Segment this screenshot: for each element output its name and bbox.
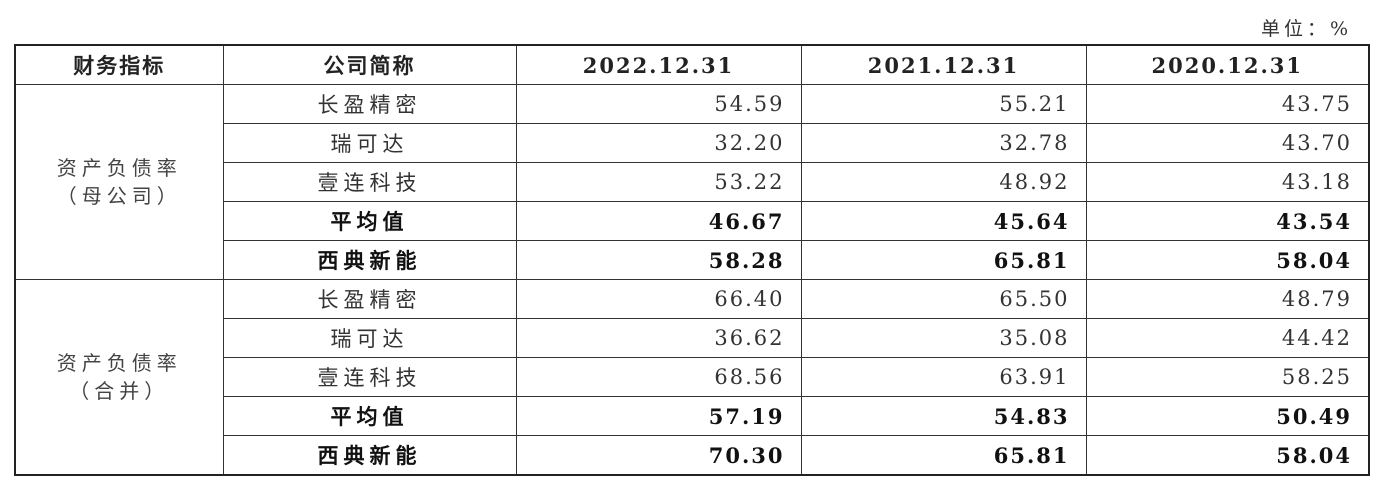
value-cell: 57.19 [515,396,802,436]
header-cell: 2021.12.31 [800,44,1087,85]
table-row: 平均值 57.19 54.83 50.49 [15,396,1370,436]
value-cell: 68.56 [515,357,802,397]
table-row: 资产负债率 （合并） 长盈精密 66.40 65.50 48.79 [14,279,1370,476]
value-cell: 43.70 [1085,123,1370,163]
group-label: 资产负债率 （母公司） [14,84,224,280]
company-name: 西典新能 [222,240,517,280]
company-name: 西典新能 [222,435,517,476]
group-label: 资产负债率 （合并） [14,279,224,476]
header-cell: 2020.12.31 [1085,44,1370,85]
value-cell: 58.25 [1085,357,1370,397]
group-label-line: 资产负债率 [56,156,182,180]
value-cell: 53.22 [515,162,802,202]
data-table: 财务指标 公司简称 2022.12.31 2021.12.31 2020.12.31 资… [14,44,1370,476]
unit-label: 单位：% [1260,18,1352,40]
company-name: 平均值 [222,396,517,436]
value-cell: 65.50 [800,279,1087,319]
value-cell: 43.75 [1085,84,1370,124]
value-cell: 48.79 [1085,279,1370,319]
group-label-line: （合并） [69,379,170,403]
company-name: 长盈精密 [222,279,517,319]
value-cell: 32.20 [515,123,802,163]
company-name: 瑞可达 [222,318,517,358]
company-name: 平均值 [222,201,517,241]
table-head: 财务指标 公司简称 2022.12.31 2021.12.31 2020.12.31 [14,44,1370,85]
value-cell: 54.83 [800,396,1087,436]
value-cell: 43.18 [1085,162,1370,202]
value-cell: 35.08 [800,318,1087,358]
table-row: 平均值 46.67 45.64 43.54 [15,201,1370,241]
value-cell: 43.54 [1085,201,1370,241]
value-cell: 45.64 [800,201,1087,241]
value-cell: 58.28 [515,240,802,280]
value-cell: 55.21 [800,84,1087,124]
value-cell: 65.81 [800,435,1087,476]
value-cell: 50.49 [1085,396,1370,436]
value-cell: 54.59 [515,84,802,124]
table-row: 西典新能 70.30 65.81 58.04 [15,435,1370,476]
value-cell: 70.30 [515,435,802,476]
header-row: 财务指标 公司简称 2022.12.31 2021.12.31 2020.12.31 [14,44,1370,85]
header-cell: 财务指标 [14,44,224,85]
value-cell: 58.04 [1085,240,1370,280]
value-cell: 65.81 [800,240,1087,280]
table-row: 资产负债率 （母公司） 长盈精密 54.59 55.21 43.75 [14,84,1370,280]
table-body: 资产负债率 （母公司） 长盈精密 54.59 55.21 43.75 瑞可达 32.20 32.… [14,84,1370,476]
header-cell: 2022.12.31 [515,44,802,85]
value-cell: 48.92 [800,162,1087,202]
table-row: 西典新能 58.28 65.81 58.04 [15,240,1370,280]
value-cell: 36.62 [515,318,802,358]
company-name: 壹连科技 [222,162,517,202]
group-label-line: 资产负债率 [56,351,182,375]
company-name: 瑞可达 [222,123,517,163]
table-row: 壹连科技 68.56 63.91 58.25 [15,357,1370,397]
company-name: 壹连科技 [222,357,517,397]
table-row: 瑞可达 36.62 35.08 44.42 [15,318,1370,358]
value-cell: 32.78 [800,123,1087,163]
company-name: 长盈精密 [222,84,517,124]
value-cell: 66.40 [515,279,802,319]
value-cell: 46.67 [515,201,802,241]
value-cell: 58.04 [1085,435,1370,476]
header-cell: 公司简称 [222,44,517,85]
value-cell: 44.42 [1085,318,1370,358]
group-label-line: （母公司） [56,184,182,208]
value-cell: 63.91 [800,357,1087,397]
